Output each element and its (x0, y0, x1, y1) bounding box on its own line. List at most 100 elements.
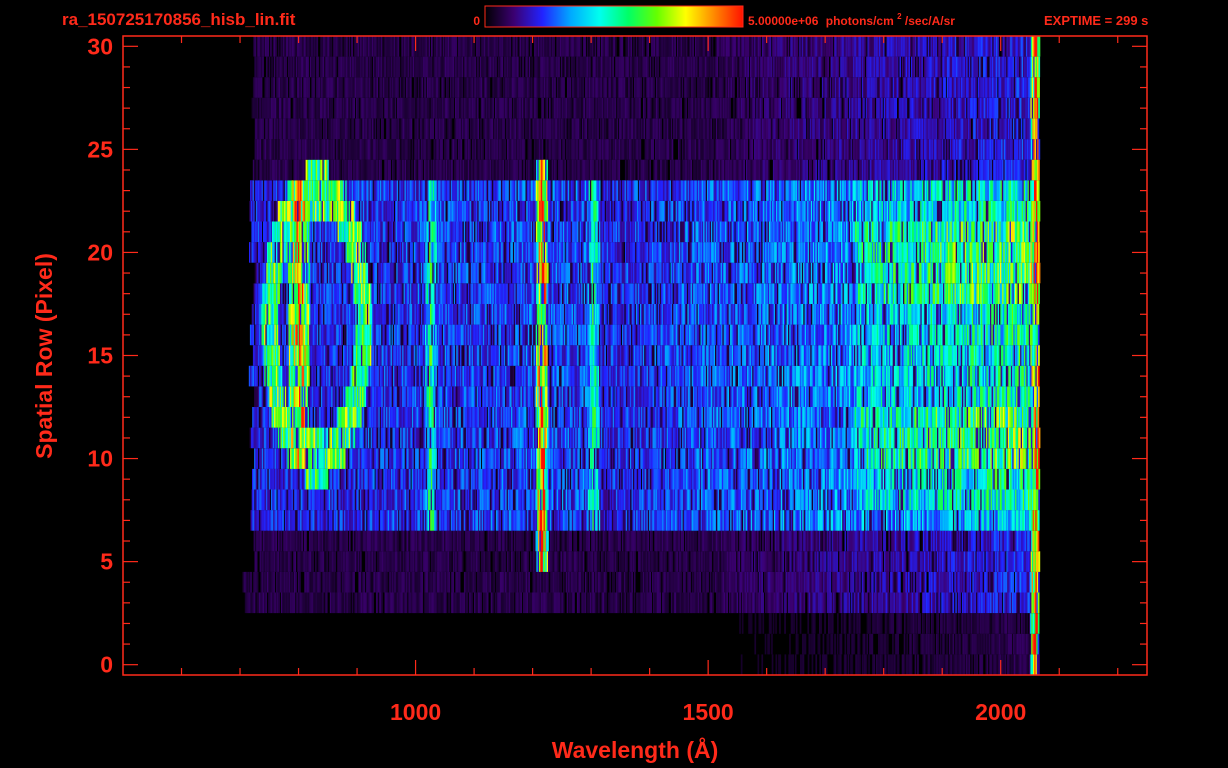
heatmap-cell (345, 468, 348, 490)
heatmap-cell (499, 530, 502, 552)
heatmap-cell (941, 510, 943, 531)
heatmap-cell (604, 551, 607, 572)
heatmap-cell (325, 551, 327, 572)
heatmap-cell (767, 592, 770, 614)
heatmap-cell (495, 551, 497, 572)
heatmap-cell (678, 571, 681, 593)
heatmap-cell (907, 510, 910, 531)
heatmap-cell (468, 468, 470, 490)
heatmap-cell (327, 571, 330, 593)
heatmap-cell (936, 654, 939, 675)
heatmap-cell (738, 571, 740, 593)
colorbar-max-label: 5.00000e+06 photons/cm 2 /sec/A/sr (748, 8, 955, 28)
heatmap-cell (561, 530, 563, 552)
heatmap-cell (525, 489, 528, 511)
heatmap-cell (891, 510, 893, 531)
heatmap-cell (802, 571, 805, 593)
heatmap-cell (892, 530, 894, 552)
heatmap-cell (1000, 633, 1002, 655)
heatmap-cell (1004, 530, 1006, 552)
heatmap-cell (448, 489, 451, 511)
heatmap-cell (370, 551, 372, 572)
heatmap-cell (338, 592, 341, 614)
heatmap-cell (878, 571, 881, 593)
heatmap-cell (413, 530, 415, 552)
heatmap-cell (897, 530, 899, 552)
heatmap-cell (1014, 571, 1017, 593)
heatmap-cell (261, 592, 264, 614)
heatmap-cell (350, 489, 353, 511)
heatmap-cell (968, 489, 971, 511)
heatmap-cell (838, 489, 841, 511)
heatmap-cell (828, 510, 830, 531)
heatmap-cell (907, 592, 910, 614)
heatmap-cell (855, 654, 857, 675)
heatmap-cell (957, 654, 959, 675)
heatmap-cell (737, 510, 740, 531)
heatmap-cell (764, 592, 767, 614)
heatmap-cell (442, 551, 445, 572)
heatmap-cell (256, 530, 258, 552)
heatmap-cell (934, 530, 937, 552)
heatmap-cell (815, 571, 818, 593)
heatmap-cell (843, 592, 846, 614)
heatmap-cell (1010, 551, 1012, 572)
heatmap-cell (761, 551, 764, 572)
heatmap-cell (612, 571, 614, 593)
heatmap-cell (358, 489, 361, 511)
heatmap-cell (680, 510, 682, 531)
heatmap-cell (929, 571, 932, 593)
heatmap-cell (722, 571, 725, 593)
heatmap-cell (975, 489, 977, 511)
heatmap-cell (421, 571, 424, 593)
heatmap-cell (898, 489, 900, 511)
heatmap-cell (609, 510, 611, 531)
heatmap-cell (552, 571, 555, 593)
heatmap-cell (528, 489, 531, 511)
heatmap-cell (289, 468, 291, 490)
heatmap-cell (363, 530, 365, 552)
heatmap-cell (464, 530, 467, 552)
heatmap-cell (796, 551, 799, 572)
heatmap-cell (703, 571, 706, 593)
heatmap-cell (747, 530, 750, 552)
heatmap-cell (859, 654, 861, 675)
heatmap-cell (468, 530, 471, 552)
heatmap-cell (856, 551, 859, 572)
heatmap-cell (668, 571, 671, 593)
heatmap-cell (566, 571, 569, 593)
heatmap-cell (321, 530, 324, 552)
heatmap-cell (740, 571, 743, 593)
heatmap-cell (455, 530, 458, 552)
heatmap-cell (646, 592, 649, 614)
heatmap-cell (562, 530, 565, 552)
heatmap-cell (939, 633, 942, 655)
heatmap-cell (838, 551, 841, 572)
heatmap-cell (1009, 571, 1012, 593)
heatmap-cell (906, 571, 909, 593)
heatmap-cell (709, 571, 712, 593)
heatmap-cell (432, 592, 435, 614)
heatmap-cell (938, 530, 941, 552)
heatmap-cell (854, 530, 857, 552)
heatmap-cell (421, 510, 423, 531)
heatmap-cell (533, 530, 535, 552)
heatmap-cell (867, 530, 870, 552)
heatmap-cell (968, 551, 971, 572)
heatmap-cell (1031, 571, 1034, 593)
heatmap-cell (921, 530, 924, 552)
heatmap-cell (320, 468, 322, 490)
heatmap-cell (406, 530, 409, 552)
heatmap-cell (886, 551, 889, 572)
heatmap-cell (610, 510, 613, 531)
heatmap-cell (645, 510, 647, 531)
heatmap-cell (373, 510, 376, 531)
heatmap-cell (380, 592, 382, 614)
heatmap-cell (662, 489, 665, 511)
heatmap-cell (595, 510, 597, 531)
heatmap-cell (849, 613, 852, 634)
heatmap-cell (717, 489, 720, 511)
heatmap-cell (390, 530, 392, 552)
heatmap-cell (593, 530, 596, 552)
heatmap-cell (634, 510, 637, 531)
